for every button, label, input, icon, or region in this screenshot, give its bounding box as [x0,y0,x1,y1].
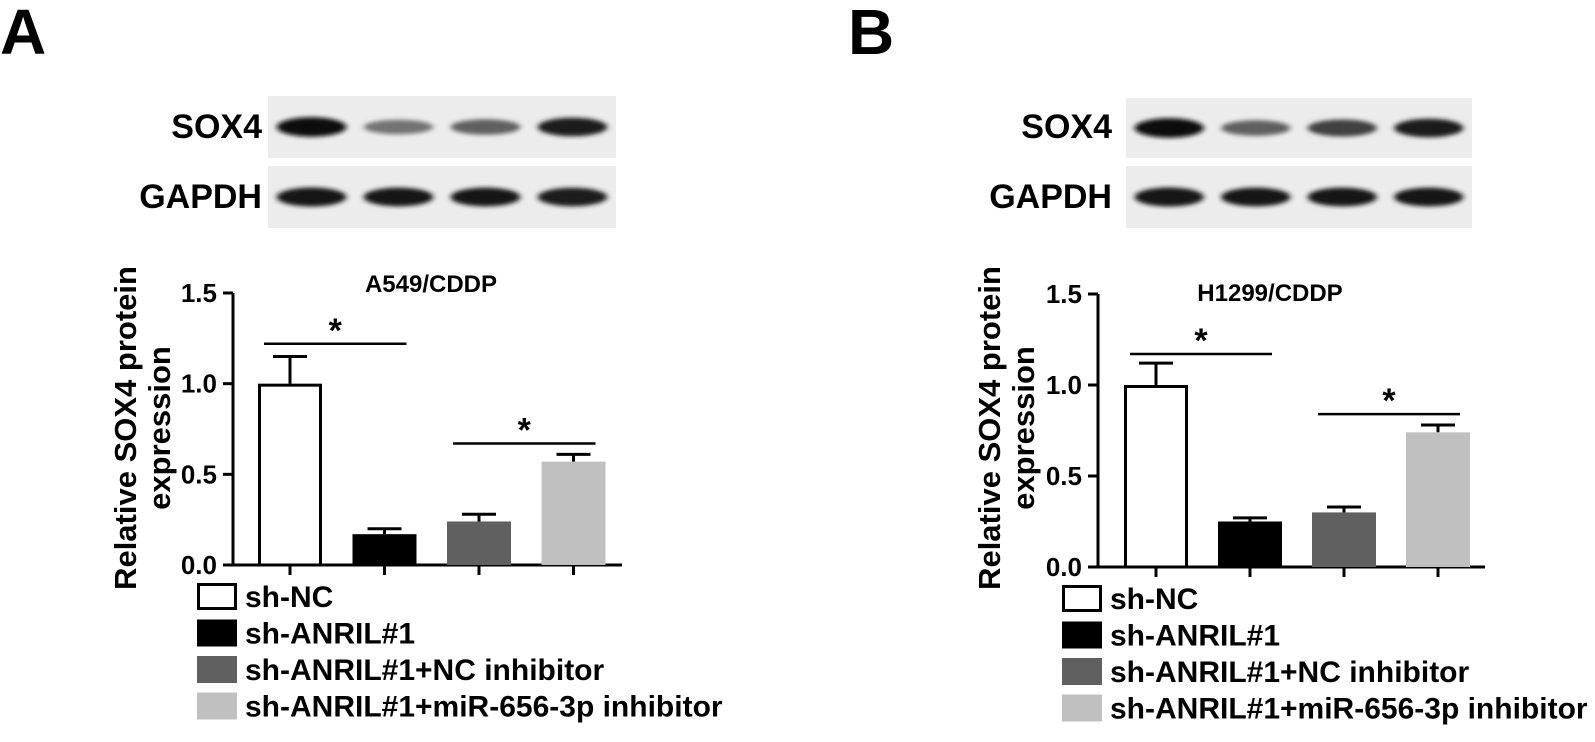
legend: sh-NC sh-ANRIL#1sh-ANRIL#1+NC inhibitor sh… [1062,583,1588,726]
y-tick-label: 1.0 [1046,370,1082,400]
blot-label-sox4: SOX4 [171,108,262,146]
legend-swatch [197,619,237,647]
legend-label: sh-ANRIL#1+miR-656-3p inhibitor [1110,693,1588,726]
blot-band [1221,187,1291,207]
blot-bands-sox4 [1134,118,1464,138]
bar-2 [352,534,417,565]
legend-label: sh-ANRIL#1 [1110,620,1280,653]
western-blot: SOX4 GAPDH [989,98,1472,228]
panel-letter: B [848,0,894,68]
panel-letter: A [0,0,46,68]
y-tick-label: 1.5 [181,278,217,308]
bar-4 [1406,432,1470,567]
y-axis-label-line1: Relative SOX4 protein [108,266,143,590]
plot-area: 0.0 0.5 1.0 1.5 * * [1046,279,1485,582]
bar-1 [258,383,322,567]
legend-swatch [197,656,237,683]
blot-band [537,117,608,137]
legend-swatch [197,692,237,720]
blot-band [1307,187,1377,207]
legend-label: sh-NC [1110,583,1198,616]
blot-band [1134,118,1204,138]
y-axis-label-line2: expression [1006,346,1041,510]
legend: sh-NC sh-ANRIL#1sh-ANRIL#1+NC inhibitor sh… [197,581,723,724]
legend-label: sh-NC [245,581,333,614]
y-tick-label: 1.5 [1046,279,1082,309]
blot-bands-gapdh [276,187,608,207]
panel-a: A SOX4 GAPDH A549/CDDP Relative SOX4 pro… [0,0,723,724]
blot-label-gapdh: GAPDH [139,178,262,216]
blot-band [1221,120,1291,136]
bar-chart-h1299: H1299/CDDP Relative SOX4 protein express… [972,266,1485,590]
bar-chart-a549: A549/CDDP Relative SOX4 protein expressi… [108,266,622,590]
bar-4 [541,461,606,565]
blot-band [276,187,347,207]
legend-label: sh-ANRIL#1 [245,618,415,651]
legend-swatch [1062,694,1102,722]
plot-area: 0.0 0.5 1.0 1.5 * * [181,278,622,580]
blot-band [450,119,521,135]
blot-label-sox4: SOX4 [1021,108,1112,146]
bar-3 [447,521,511,565]
significance-label: * [1194,322,1208,360]
blot-label-gapdh: GAPDH [989,178,1112,216]
y-tick-label: 0.0 [1046,552,1082,582]
y-tick-label: 0.5 [181,459,217,489]
chart-title: A549/CDDP [365,271,497,298]
blot-band [276,117,347,137]
western-blot: SOX4 GAPDH [139,96,616,228]
legend-swatch [197,583,237,610]
blot-band [537,187,608,207]
legend-label: sh-ANRIL#1+NC inhibitor [1110,656,1470,689]
legend-label: sh-ANRIL#1+miR-656-3p inhibitor [245,691,723,724]
bar-1 [1124,385,1188,569]
blot-bands-gapdh [1134,187,1464,207]
blot-band [363,119,434,135]
significance-label: * [329,312,343,350]
chart-title: H1299/CDDP [1197,280,1342,307]
blot-band [1307,119,1377,137]
bar-2 [1218,521,1282,567]
blot-band [1134,187,1204,207]
blot-band [363,187,434,207]
blot-band [450,187,521,207]
legend-swatch [1062,658,1102,685]
blot-band [1394,187,1464,207]
y-tick-label: 0.5 [1046,461,1082,491]
legend-swatch [1062,585,1102,612]
y-tick-label: 0.0 [181,550,217,580]
y-tick-label: 1.0 [181,369,217,399]
significance-label: * [518,412,532,450]
significance-label: * [1382,382,1396,420]
y-axis-label-line1: Relative SOX4 protein [972,266,1007,590]
panel-b: B SOX4 GAPDH H1299/CDDP Relative SOX4 pr… [848,0,1588,726]
legend-swatch [1062,621,1102,649]
legend-label: sh-ANRIL#1+NC inhibitor [245,654,605,687]
y-axis-label-line2: expression [142,346,177,510]
bar-3 [1312,512,1376,567]
blot-bands-sox4 [276,117,608,137]
blot-band [1394,118,1464,138]
